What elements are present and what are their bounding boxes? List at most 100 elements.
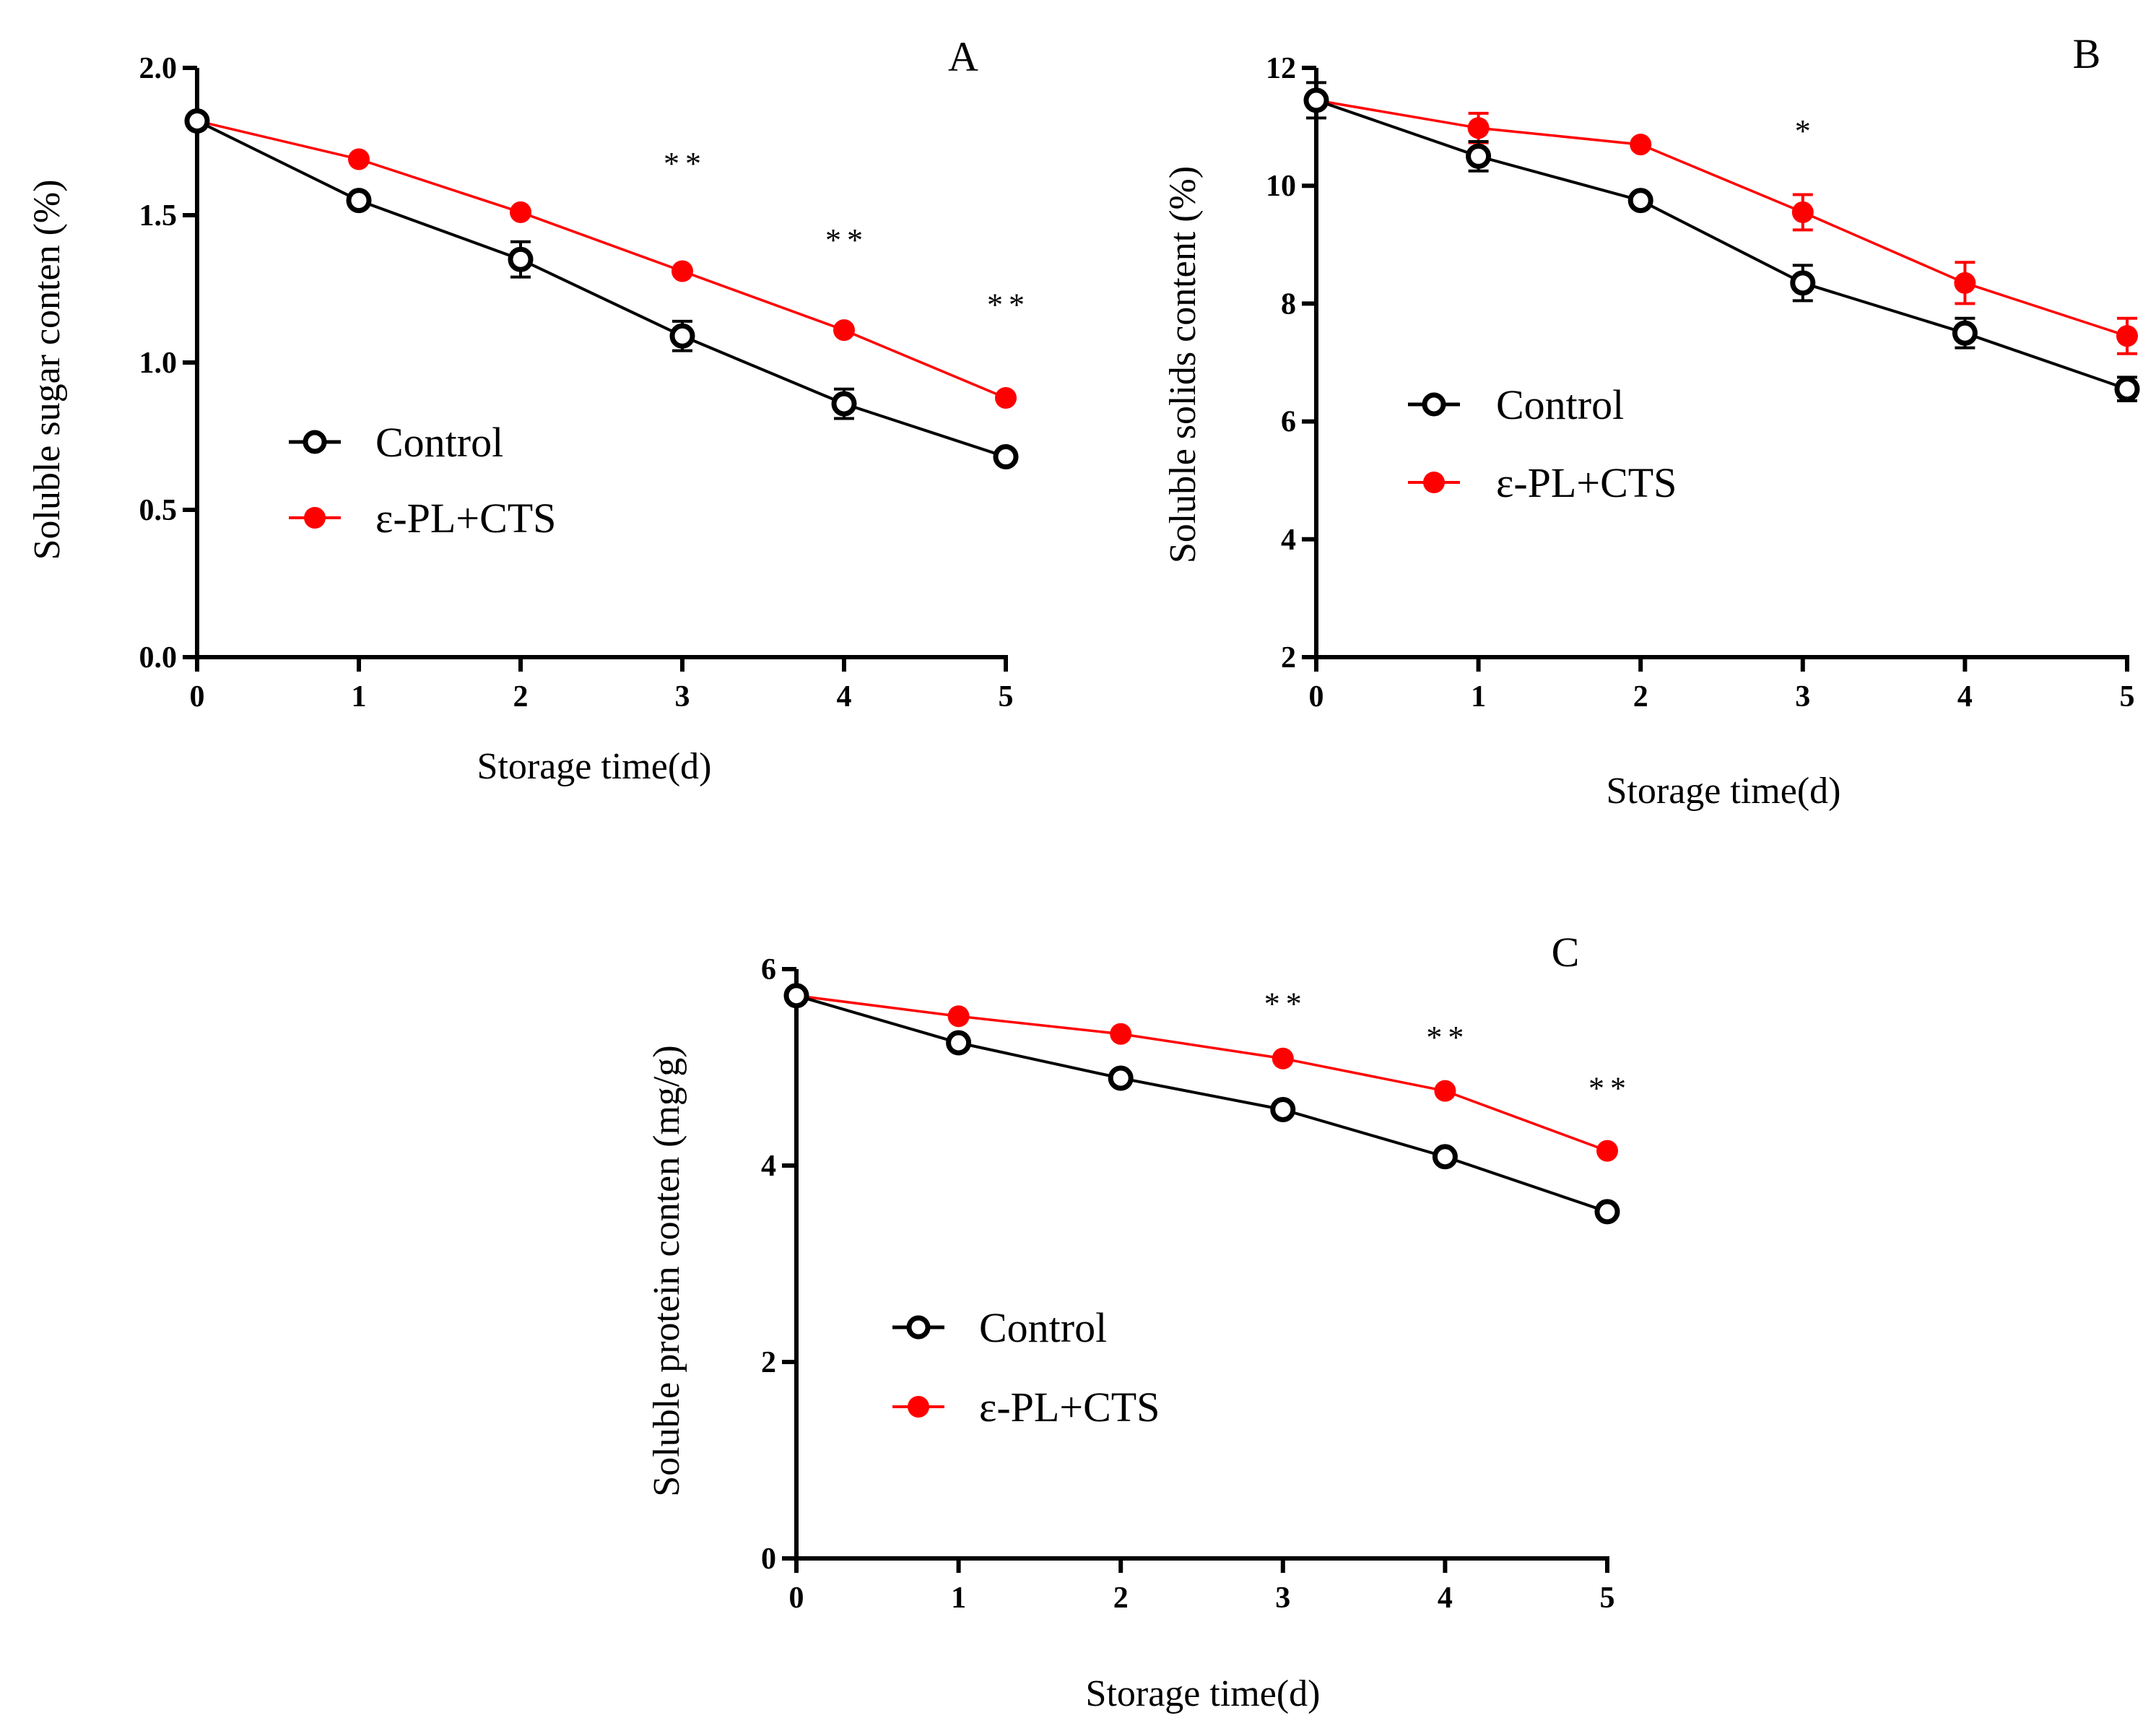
panel-a-control-point — [831, 391, 857, 417]
panel-b-x-tick-label: 1 — [1471, 680, 1486, 713]
panel-a-control-point — [993, 444, 1019, 470]
panel-c-y-axis-title: Soluble protein conten (mg/g) — [646, 1045, 687, 1496]
panel-c-control-point — [1270, 1096, 1296, 1122]
panel-a-series — [184, 108, 1019, 470]
panel-a-control-point — [508, 246, 534, 272]
panel-b-y-tick-label: 10 — [1266, 170, 1296, 203]
panel-b-legend: Control ε-PL+CTS — [1408, 381, 1677, 506]
panel-b-treatment-point — [1791, 201, 1814, 223]
panel-a-treatment-line — [196, 119, 1007, 399]
panel-a-y-tick-label: 1.5 — [139, 199, 178, 233]
panel-c-y-tick-label: 2 — [761, 1346, 776, 1379]
panel-b-treatment-point — [2116, 325, 2138, 347]
panel-a-legend: Control ε-PL+CTS — [289, 419, 556, 542]
panel-a-legend-control-label: Control — [375, 419, 503, 466]
panel-c-significance-mark: ** — [1588, 1071, 1632, 1106]
panel-c-letter: C — [1552, 929, 1580, 976]
panel-c-control-point — [783, 983, 809, 1009]
panel-a-control-point — [184, 108, 210, 134]
panel-c-x-tick-label: 1 — [951, 1582, 966, 1615]
panel-c-treatment-point — [947, 1005, 970, 1028]
panel-b-legend-treatment-marker — [1423, 472, 1445, 493]
panel-c-treatment-point — [1110, 1023, 1132, 1045]
panel-a-x-tick-label: 0 — [190, 680, 205, 713]
panel-c-axes: 0 2 4 6 0 1 2 3 4 5 — [761, 953, 1615, 1615]
panel-b-treatment-point — [1630, 134, 1652, 156]
panel-c-treatment-point — [1434, 1080, 1456, 1102]
panel-c-treatment-point — [1272, 1047, 1294, 1070]
panel-b-y-tick-label: 12 — [1266, 52, 1296, 85]
panel-c-treatment-point — [1596, 1140, 1618, 1162]
panel-b-y-tick-label: 4 — [1281, 524, 1296, 557]
panel-b-control-point — [1466, 143, 1492, 169]
panel-b-x-axis-title: Storage time(d) — [1607, 771, 1841, 812]
panel-c-control-point — [946, 1030, 972, 1056]
panel-b-letter: B — [2073, 30, 2101, 77]
panel-c-series — [783, 983, 1620, 1225]
panel-c-x-tick-label: 4 — [1438, 1582, 1453, 1615]
panel-a-significance: ** ** ** — [664, 146, 1025, 323]
panel-c-x-tick-label: 3 — [1275, 1582, 1290, 1615]
panel-a-treatment-point — [510, 201, 531, 223]
panel-c-legend-treatment-label: ε-PL+CTS — [979, 1384, 1160, 1431]
panel-b-y-axis-title: Soluble solids content (%) — [1162, 166, 1204, 563]
panel-b-treatment-point — [1467, 117, 1490, 139]
panel-b-control-line — [1316, 98, 2128, 391]
panel-c-treatment-line — [796, 994, 1608, 1153]
panel-b-treatment-line — [1316, 99, 2128, 337]
panel-a-significance-mark: ** — [664, 146, 707, 181]
panel-a-y-axis-title: Soluble sugar conten (%) — [27, 179, 68, 560]
panel-a-y-tick-label: 0.5 — [139, 494, 178, 527]
panel-a-letter: A — [948, 33, 978, 80]
panel-a-x-tick-label: 3 — [675, 680, 690, 713]
panel-b-control-point — [1952, 320, 1978, 346]
panel-a-y-tick-label: 2.0 — [139, 52, 178, 85]
panel-c-legend: Control ε-PL+CTS — [892, 1304, 1160, 1431]
panel-b-x-tick-label: 0 — [1309, 680, 1324, 713]
panel-a-x-axis-title: Storage time(d) — [477, 746, 712, 787]
panel-a-x-tick-label: 1 — [352, 680, 367, 713]
panel-a-treatment-point — [833, 319, 855, 342]
panel-a-x-tick-label: 2 — [513, 680, 529, 713]
panel-b-y-tick-label: 8 — [1281, 287, 1296, 321]
panel-c-legend-treatment-marker — [908, 1396, 929, 1418]
panel-c-x-tick-label: 5 — [1600, 1582, 1615, 1615]
panel-b-control-point — [1627, 188, 1653, 214]
panel-a-x-tick-label: 4 — [837, 680, 852, 713]
panel-b-treatment-point — [1954, 272, 1976, 294]
panel-b-control-point — [1790, 270, 1816, 296]
panel-b-control-point — [2114, 376, 2140, 402]
panel-a-control-point — [346, 188, 372, 214]
panel-a-y-tick-label: 0.0 — [139, 641, 178, 674]
panel-c: 0 2 4 6 0 1 2 3 4 5 ** ** ** C Storage time(d) Solu… — [646, 929, 1632, 1714]
panel-b-control-point — [1303, 87, 1329, 113]
panel-a-axes: 0.0 0.5 1.0 1.5 2.0 0 1 2 3 4 5 — [139, 52, 1014, 713]
panel-c-control-point — [1594, 1199, 1620, 1225]
panel-b-legend-control-label: Control — [1496, 381, 1624, 428]
panel-b-x-tick-label: 5 — [2120, 680, 2135, 713]
panel-b-legend-treatment-label: ε-PL+CTS — [1496, 459, 1677, 506]
panel-b-significance-mark: * — [1795, 113, 1817, 149]
panel-a-legend-treatment-marker — [304, 507, 326, 529]
panel-c-significance: ** ** ** — [1264, 986, 1632, 1106]
panel-c-x-tick-label: 2 — [1113, 1582, 1129, 1615]
panel-c-legend-control-marker — [906, 1315, 931, 1340]
panel-c-y-tick-label: 6 — [761, 953, 776, 986]
panel-a-treatment-point — [671, 260, 693, 282]
panel-b-x-tick-label: 4 — [1957, 680, 1973, 713]
panel-a-treatment-point — [348, 148, 370, 170]
panel-c-y-tick-label: 0 — [761, 1543, 776, 1576]
panel-c-control-point — [1108, 1065, 1134, 1091]
panel-a-significance-mark: ** — [825, 222, 869, 258]
panel-b-y-tick-label: 2 — [1281, 641, 1296, 674]
panel-b-significance: * — [1795, 113, 1817, 149]
panel-a-treatment-point — [995, 386, 1017, 409]
panel-b-x-tick-label: 2 — [1633, 680, 1648, 713]
panel-a-legend-control-marker — [303, 430, 327, 454]
panel-b-legend-control-marker — [1422, 392, 1446, 417]
panel-c-control-line — [796, 994, 1608, 1213]
